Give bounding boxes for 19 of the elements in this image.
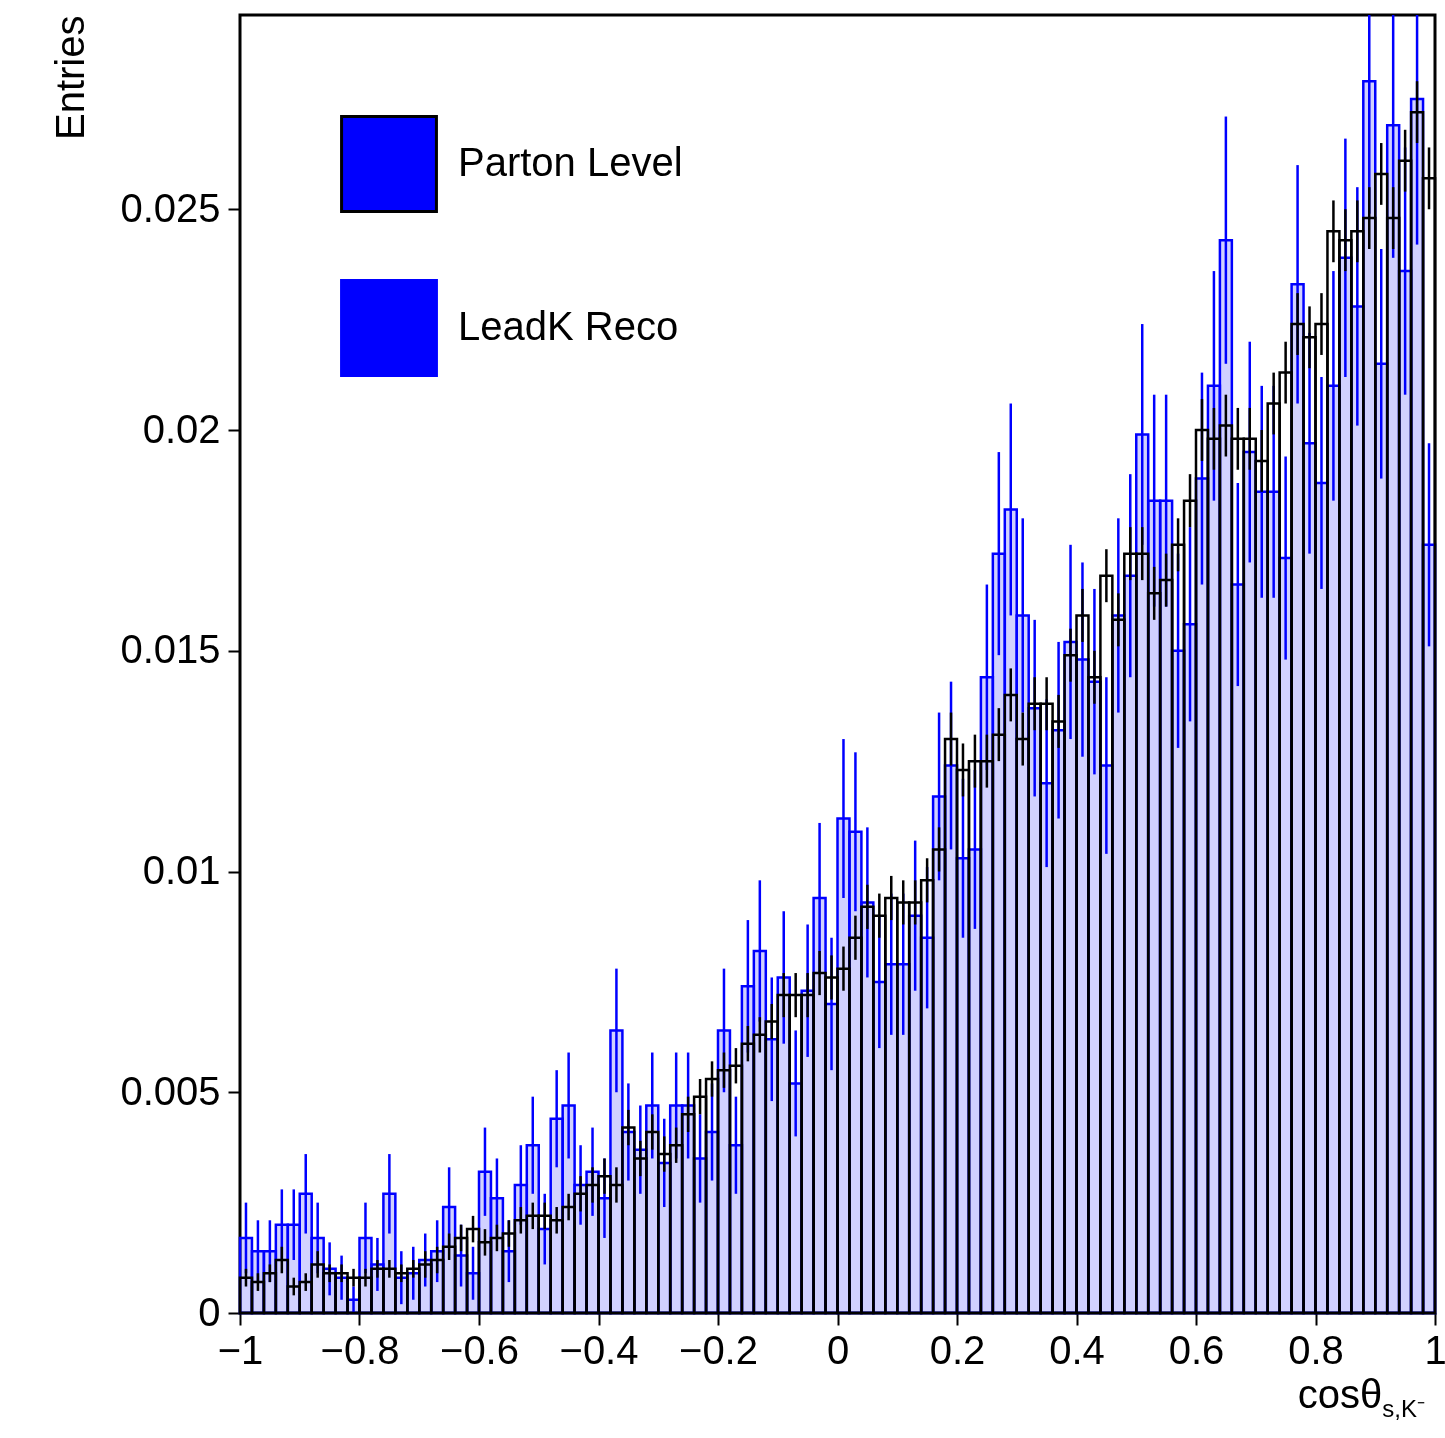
x-tick-label: 0: [826, 1327, 850, 1372]
x-tick-label: −0.6: [440, 1327, 519, 1372]
y-tick-label: 0.01: [142, 848, 221, 892]
x-tick-label: 0.2: [929, 1327, 986, 1372]
x-axis-title: cosθ$_{s,K⁻}$: [1297, 1372, 1425, 1424]
x-tick-label: 0.6: [1168, 1327, 1225, 1372]
y-tick-label: 0.005: [120, 1068, 221, 1113]
x-tick-label: −0.2: [679, 1327, 758, 1372]
y-tick-label: 0.025: [120, 185, 221, 230]
legend-label: Parton Level: [458, 140, 683, 184]
x-tick-label: 0.4: [1049, 1327, 1105, 1372]
x-tick-label: 1: [1424, 1327, 1445, 1372]
legend-label: LeadK Reco: [458, 304, 679, 348]
y-tick-label: 0.015: [120, 627, 221, 672]
x-tick-label: 0.8: [1288, 1327, 1344, 1372]
x-tick-label: −0.4: [559, 1327, 639, 1372]
x-tick-label: −0.8: [320, 1327, 400, 1372]
y-axis-title: Entries: [48, 15, 93, 140]
y-tick-label: 0.02: [142, 406, 221, 451]
